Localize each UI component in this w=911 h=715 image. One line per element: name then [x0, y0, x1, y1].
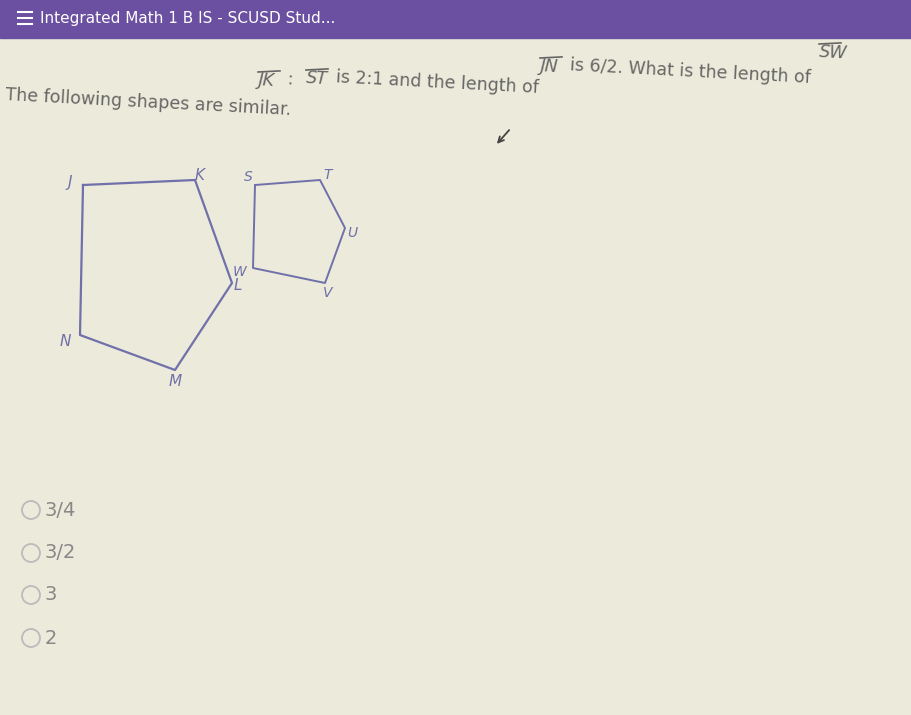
- Text: 2: 2: [45, 628, 57, 648]
- Text: Integrated Math 1 B IS - SCUSD Stud...: Integrated Math 1 B IS - SCUSD Stud...: [40, 11, 335, 26]
- Text: N: N: [59, 335, 71, 350]
- Text: is 2:1 and the length of: is 2:1 and the length of: [330, 68, 544, 97]
- Bar: [0, 0, 911, 38]
- Text: :: :: [281, 70, 299, 89]
- Text: L: L: [233, 277, 242, 292]
- Text: T: T: [323, 168, 332, 182]
- Text: U: U: [346, 226, 357, 240]
- Text: JN: JN: [539, 57, 558, 76]
- Text: 3/2: 3/2: [45, 543, 77, 563]
- Text: The following shapes are similar.: The following shapes are similar.: [5, 86, 291, 119]
- Text: K: K: [195, 169, 205, 184]
- Text: ST: ST: [305, 69, 328, 88]
- Text: J: J: [67, 175, 72, 190]
- Text: JK: JK: [258, 71, 275, 90]
- Text: 3: 3: [45, 586, 57, 604]
- Text: 3/4: 3/4: [45, 500, 77, 520]
- Text: M: M: [169, 375, 181, 390]
- Text: SW: SW: [818, 43, 847, 62]
- Text: is 6/2. What is the length of: is 6/2. What is the length of: [563, 56, 815, 87]
- Text: V: V: [322, 286, 333, 300]
- Text: W: W: [233, 265, 247, 279]
- Text: S: S: [243, 170, 252, 184]
